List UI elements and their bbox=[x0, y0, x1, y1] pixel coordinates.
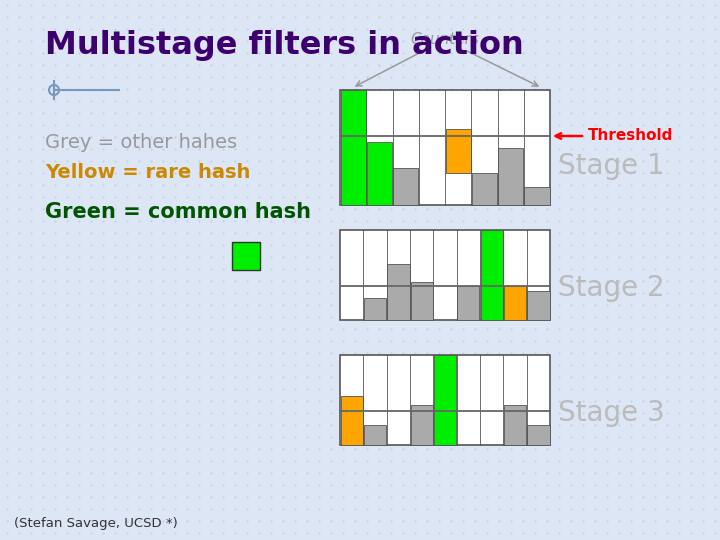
Bar bbox=[364, 425, 386, 445]
Text: Stage 1: Stage 1 bbox=[558, 152, 665, 180]
Text: Yellow = rare hash: Yellow = rare hash bbox=[45, 163, 251, 181]
Bar bbox=[434, 355, 456, 445]
Text: Grey = other hahes: Grey = other hahes bbox=[45, 132, 237, 152]
Text: (Stefan Savage, UCSD *): (Stefan Savage, UCSD *) bbox=[14, 517, 178, 530]
Text: Green = common hash: Green = common hash bbox=[45, 202, 311, 222]
Bar bbox=[232, 242, 260, 270]
Bar bbox=[504, 404, 526, 445]
Text: Multistage filters in action: Multistage filters in action bbox=[45, 30, 523, 61]
Bar bbox=[504, 286, 526, 320]
Bar bbox=[527, 291, 549, 320]
Text: Counters: Counters bbox=[410, 32, 480, 47]
Text: Stage 2: Stage 2 bbox=[558, 274, 665, 302]
Bar bbox=[410, 404, 433, 445]
Bar bbox=[527, 425, 549, 445]
Bar bbox=[524, 187, 549, 205]
Bar bbox=[340, 355, 550, 445]
Bar bbox=[364, 298, 386, 320]
Bar bbox=[366, 141, 392, 205]
Bar bbox=[341, 90, 366, 205]
Bar bbox=[393, 168, 418, 205]
Bar bbox=[340, 90, 550, 205]
Bar bbox=[387, 264, 410, 320]
Bar bbox=[457, 286, 480, 320]
Bar bbox=[341, 395, 363, 445]
Bar bbox=[410, 282, 433, 320]
Text: Stage 3: Stage 3 bbox=[558, 399, 665, 427]
Text: Threshold: Threshold bbox=[588, 129, 673, 144]
Bar bbox=[498, 147, 523, 205]
Bar bbox=[472, 173, 497, 205]
Bar bbox=[340, 230, 550, 320]
Bar bbox=[480, 230, 503, 320]
Bar bbox=[446, 129, 471, 173]
